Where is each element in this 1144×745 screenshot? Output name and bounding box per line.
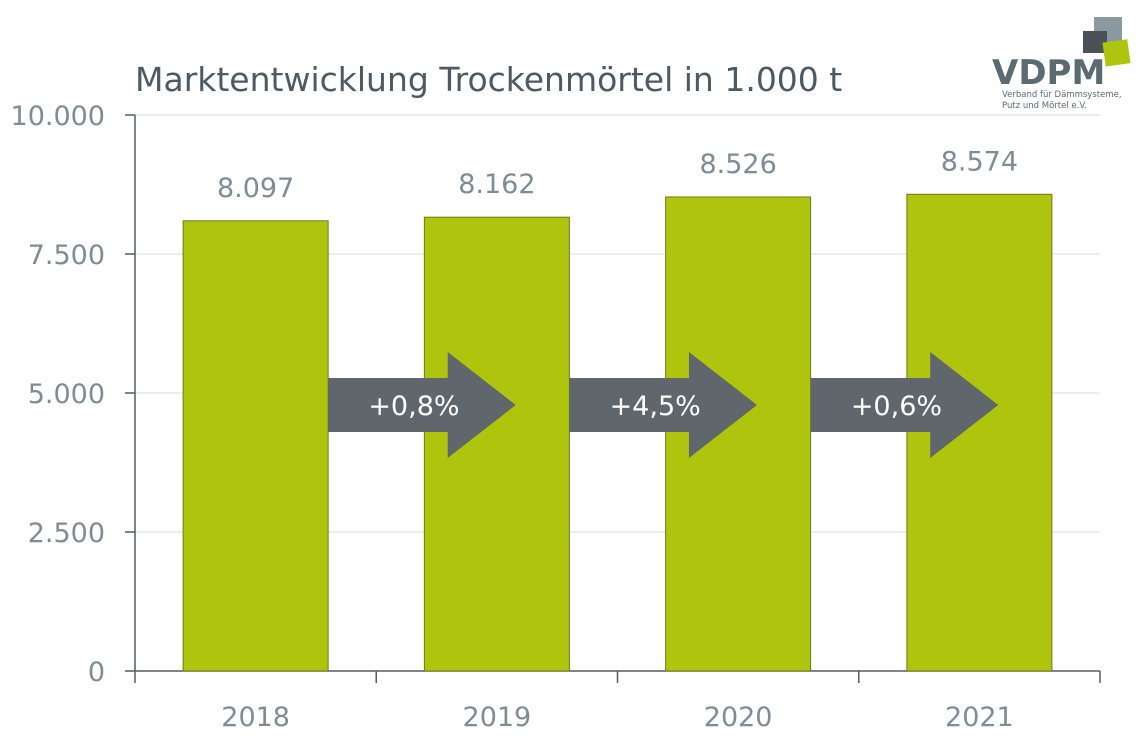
- bar-2021: [906, 193, 1053, 672]
- x-category-2020: 2020: [704, 702, 773, 733]
- change-arrow-3: [810, 352, 999, 458]
- vdpm-logo: VDPM Verband für Dämmsysteme, Putz und M…: [992, 17, 1131, 111]
- y-tick-labels: 0 2.500 5.000 7.500 10.000: [11, 101, 105, 688]
- change-label-2: +4,5%: [610, 391, 701, 422]
- logo-square-dark: [1083, 31, 1107, 53]
- change-label-3: +0,6%: [851, 391, 942, 422]
- logo-square-green: [1102, 39, 1131, 67]
- x-category-2019: 2019: [463, 702, 532, 733]
- logo-wordmark: VDPM: [992, 53, 1105, 93]
- logo-subtitle-line2: Putz und Mörtel e.V.: [1002, 101, 1087, 111]
- change-arrow-1: [328, 352, 516, 458]
- y-tick-label: 2.500: [28, 518, 105, 549]
- y-tick-label: 7.500: [28, 240, 105, 271]
- y-tick-label: 10.000: [11, 101, 105, 132]
- data-label-2021: 8.574: [941, 146, 1018, 177]
- y-tick-label: 0: [88, 657, 105, 688]
- change-arrow-2: [569, 352, 757, 458]
- x-category-2018: 2018: [221, 702, 290, 733]
- bar-2020: [665, 196, 812, 672]
- x-category-2021: 2021: [945, 702, 1014, 733]
- bar-2018: [182, 220, 329, 672]
- change-arrows: +0,8% +4,5% +0,6%: [328, 352, 999, 458]
- bars: [182, 193, 1053, 672]
- data-labels: 8.097 8.162 8.526 8.574: [217, 146, 1018, 204]
- data-label-2020: 8.526: [699, 149, 776, 180]
- y-tick-label: 5.000: [28, 379, 105, 410]
- data-label-2018: 8.097: [217, 173, 294, 204]
- change-label-1: +0,8%: [368, 391, 459, 422]
- data-label-2019: 8.162: [458, 169, 535, 200]
- bar-2019: [423, 216, 570, 672]
- logo-subtitle-line1: Verband für Dämmsysteme,: [1002, 90, 1122, 100]
- x-category-labels: 2018 2019 2020 2021: [221, 702, 1013, 733]
- chart-title: Marktentwicklung Trockenmörtel in 1.000 …: [135, 60, 842, 99]
